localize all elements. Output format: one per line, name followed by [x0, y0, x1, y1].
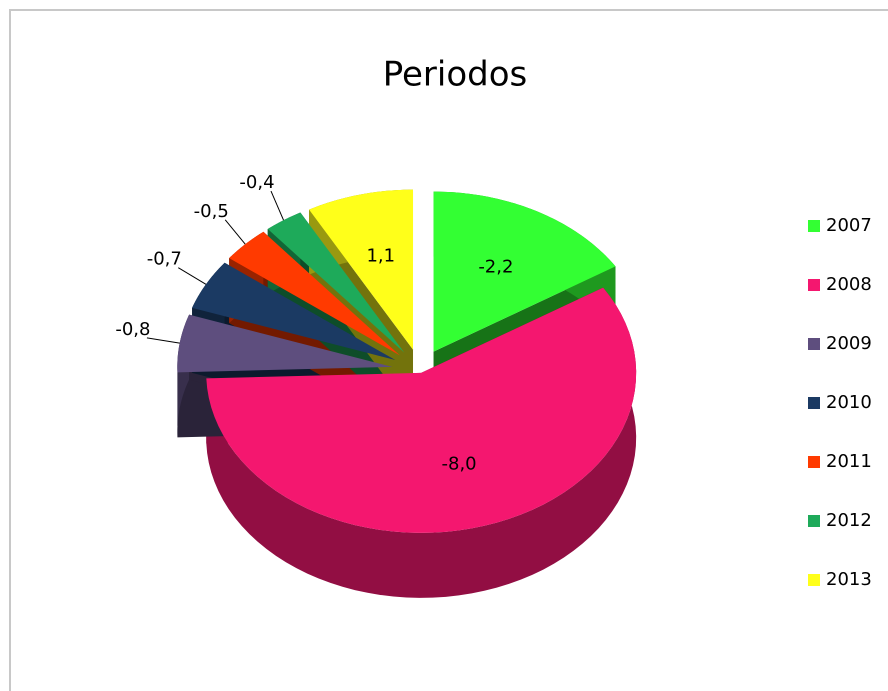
legend-label: 2013	[826, 569, 872, 590]
slice	[206, 287, 637, 533]
leader-line	[178, 267, 207, 285]
legend-swatch	[808, 338, 820, 350]
data-label: -0,5	[194, 201, 229, 222]
data-label: -0,4	[239, 172, 274, 193]
slice	[433, 191, 616, 352]
slice-side	[206, 287, 637, 598]
leader-line	[224, 219, 246, 245]
leader-line	[146, 337, 180, 344]
data-label: -8,0	[442, 454, 477, 475]
slice	[267, 212, 405, 353]
slice	[192, 262, 396, 361]
legend-label: 2007	[826, 215, 872, 236]
slice	[309, 189, 414, 350]
legend-swatch	[808, 397, 820, 409]
legend-label: 2008	[826, 274, 872, 295]
legend-swatch	[808, 574, 820, 586]
slice	[177, 314, 393, 373]
slice	[229, 231, 400, 356]
legend-label: 2009	[826, 333, 872, 354]
legend-label: 2012	[826, 510, 872, 531]
data-label: 1,1	[366, 246, 395, 267]
data-label: -0,7	[147, 249, 182, 270]
legend-swatch	[808, 279, 820, 291]
legend-swatch	[808, 456, 820, 468]
legend-label: 2010	[826, 392, 872, 413]
legend-swatch	[808, 220, 820, 232]
data-label: -2,2	[478, 257, 513, 278]
data-label: -0,8	[115, 319, 150, 340]
legend-swatch	[808, 515, 820, 527]
pie-tops	[177, 189, 637, 533]
leader-line	[270, 190, 285, 221]
legend-label: 2011	[826, 451, 872, 472]
chart-title: Periodos	[383, 55, 528, 95]
